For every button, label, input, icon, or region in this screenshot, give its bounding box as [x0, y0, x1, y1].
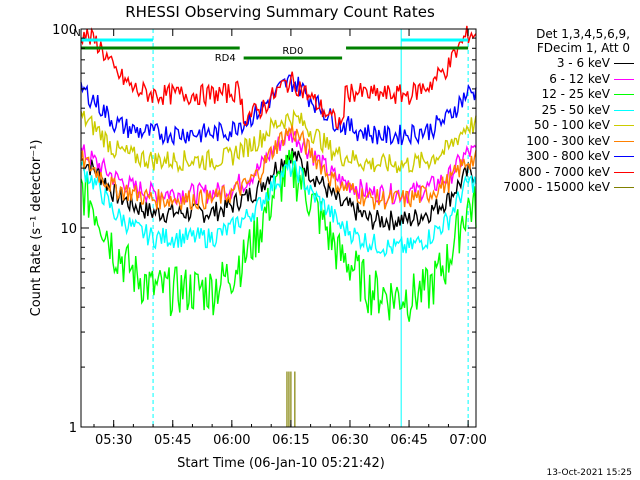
legend-entry: 300 - 800 keV — [480, 149, 640, 164]
series-line — [80, 25, 477, 130]
y-axis: 1 10 100 — [52, 23, 476, 436]
legend-label: 12 - 25 keV — [541, 87, 610, 101]
legend-entry: 7000 - 15000 keV — [480, 180, 640, 195]
legend-entry: 12 - 25 keV — [480, 87, 640, 102]
legend-label: 3 - 6 keV — [556, 56, 610, 70]
y-tick-label: 1 — [69, 421, 77, 436]
y-tick-label: 10 — [60, 222, 77, 237]
x-tick-label: 06:15 — [272, 433, 309, 448]
legend-swatch — [614, 140, 634, 142]
legend-label: 300 - 800 keV — [526, 149, 610, 163]
series-line — [80, 125, 477, 211]
flag-bars: N RD4 RD0 — [73, 28, 469, 64]
chart-title: RHESSI Observing Summary Count Rates — [125, 3, 435, 21]
legend-swatch — [614, 63, 634, 64]
x-tick-label: 07:00 — [449, 433, 486, 448]
y-tick-label: 100 — [52, 23, 77, 38]
legend-entry: 3 - 6 keV — [480, 56, 640, 71]
legend-header-1: Det 1,3,4,5,6,9, — [536, 27, 630, 41]
legend-swatch — [614, 156, 634, 157]
x-axis: 05:30 05:45 06:00 06:15 06:30 06:45 07:00 — [93, 29, 487, 448]
legend-label: 50 - 100 keV — [533, 118, 610, 132]
legend-entry: 100 - 300 keV — [480, 134, 640, 149]
legend-label: 25 - 50 keV — [541, 102, 610, 117]
legend-swatch — [614, 125, 634, 126]
series-line — [80, 128, 477, 207]
legend-label: 100 - 300 keV — [526, 133, 610, 148]
legend-swatch — [614, 187, 634, 188]
legend-label: 7000 - 15000 keV — [503, 180, 610, 194]
flag-label: RD0 — [282, 46, 303, 57]
footer-date: 13-Oct-2021 15:25 — [546, 468, 632, 478]
series-line — [80, 159, 477, 258]
flag-label: N — [73, 28, 80, 39]
series-line — [80, 74, 477, 147]
legend-swatch — [614, 109, 634, 111]
flag-label: RD4 — [215, 53, 236, 64]
legend-header-2: FDecim 1, Att 0 — [536, 41, 630, 55]
x-tick-label: 06:00 — [213, 433, 250, 448]
legend-entry: 25 - 50 keV — [480, 103, 640, 118]
legend-label: 800 - 7000 keV — [518, 164, 610, 179]
legend-entry: 800 - 7000 keV — [480, 165, 640, 180]
plot-frame — [80, 28, 477, 428]
x-tick-label: 05:45 — [154, 433, 191, 448]
y-axis-label: Count Rate (s⁻¹ detector⁻¹) — [29, 140, 44, 317]
night-markers — [80, 29, 469, 427]
x-axis-label: Start Time (06-Jan-10 05:21:42) — [177, 456, 385, 471]
legend-swatch — [614, 78, 634, 80]
legend-swatch — [614, 171, 634, 173]
series-layer — [80, 25, 477, 427]
legend-label: 6 - 12 keV — [549, 71, 610, 86]
x-tick-label: 06:30 — [331, 433, 368, 448]
x-tick-label: 05:30 — [95, 433, 132, 448]
series-line — [80, 108, 477, 174]
x-tick-label: 06:45 — [390, 433, 427, 448]
series-line — [80, 149, 477, 322]
legend-entry: 6 - 12 keV — [480, 72, 640, 87]
legend-entry: 50 - 100 keV — [480, 118, 640, 133]
legend-swatch — [614, 94, 634, 95]
